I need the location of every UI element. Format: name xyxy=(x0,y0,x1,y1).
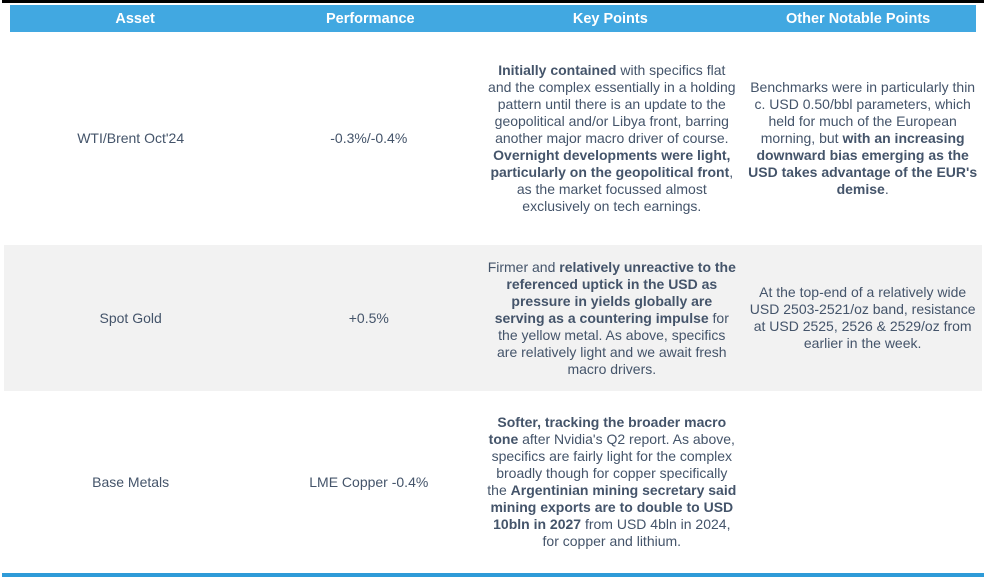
asset-summary-table: Asset Performance Key Points Other Notab… xyxy=(4,5,982,573)
key-points-text: Initially contained with specifics flat … xyxy=(488,62,736,214)
other-notable-points-cell: At the top-end of a relatively wide USD … xyxy=(743,245,982,391)
table-row-wti-brent: WTI/Brent Oct'24 -0.3%/-0.4% Initially c… xyxy=(4,32,982,245)
key-points-text: Softer, tracking the broader macro tone … xyxy=(487,414,737,549)
performance-cell: -0.3%/-0.4% xyxy=(257,32,480,245)
performance-value: -0.3%/-0.4% xyxy=(330,130,408,146)
asset-cell: Spot Gold xyxy=(4,245,257,391)
header-cell-asset: Asset xyxy=(115,10,155,27)
key-points-cell: Softer, tracking the broader macro tone … xyxy=(480,391,743,573)
key-points-cell: Firmer and relatively unreactive to the … xyxy=(480,245,743,391)
table-row-base-metals: Base Metals LME Copper -0.4% Softer, tra… xyxy=(4,391,982,573)
asset-label: Base Metals xyxy=(92,473,170,490)
header-cell-key-points: Key Points xyxy=(572,10,648,27)
other-notable-points-text: Benchmarks were in particularly thin c. … xyxy=(748,79,978,197)
performance-cell: LME Copper -0.4% xyxy=(257,391,480,573)
other-notable-points-cell: Benchmarks were in particularly thin c. … xyxy=(743,32,982,245)
asset-label: Spot Gold xyxy=(99,309,162,326)
performance-cell: +0.5% xyxy=(257,245,480,391)
asset-label: WTI/Brent Oct'24 xyxy=(77,130,185,146)
other-notable-points-cell xyxy=(743,391,982,573)
asset-cell: Base Metals xyxy=(4,391,257,573)
bottom-border xyxy=(2,573,984,577)
table-header-row: Asset Performance Key Points Other Notab… xyxy=(10,5,976,32)
header-cell-performance: Performance xyxy=(325,10,415,27)
asset-cell: WTI/Brent Oct'24 xyxy=(4,32,257,245)
top-border xyxy=(2,0,984,3)
other-notable-points-text: At the top-end of a relatively wide USD … xyxy=(749,284,976,351)
key-points-text: Firmer and relatively unreactive to the … xyxy=(487,258,736,377)
key-points-cell: Initially contained with specifics flat … xyxy=(480,32,743,245)
header-cell-other-notable-points: Other Notable Points xyxy=(786,10,931,27)
table-row-spot-gold: Spot Gold +0.5% Firmer and relatively un… xyxy=(4,245,982,391)
performance-value: +0.5% xyxy=(348,309,389,326)
performance-value: LME Copper -0.4% xyxy=(309,473,429,490)
